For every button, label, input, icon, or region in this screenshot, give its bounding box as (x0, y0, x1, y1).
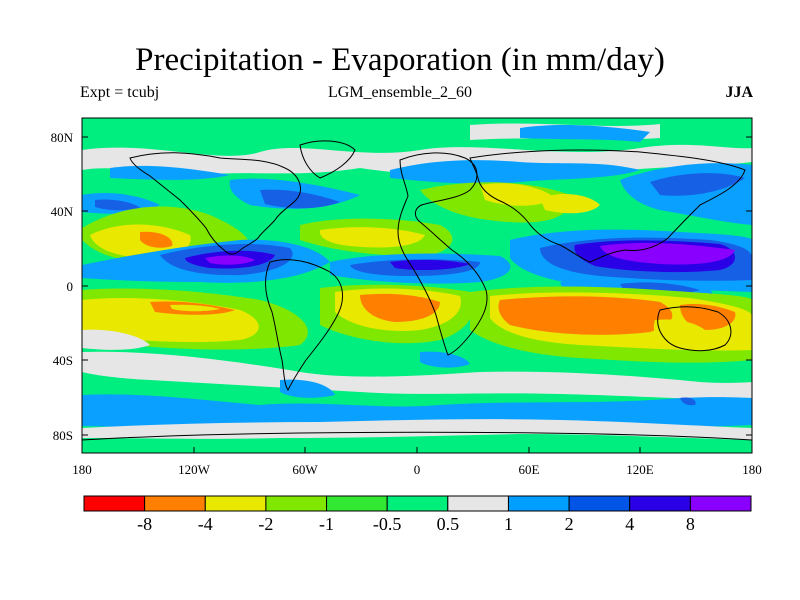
south-pacific-inner-yellow (170, 304, 220, 312)
colorbar-label: 8 (686, 514, 695, 534)
australia-outline (657, 306, 732, 352)
colorbar-swatch (83, 495, 146, 512)
arctic-blue-patch (520, 125, 650, 142)
west-pacific-darkblue (95, 199, 140, 211)
colorbar-label: -1 (319, 514, 334, 534)
colorbar-swatch (144, 495, 206, 512)
x-tick-120w: 120W (178, 462, 211, 477)
y-axis-labels: 80N 40N 0 40S 80S (51, 130, 74, 443)
plot-title: Precipitation - Evaporation (in mm/day) (135, 42, 665, 78)
colorbar-swatch (568, 495, 631, 512)
season-label: JJA (725, 84, 753, 101)
southern-ocean-grey-band (82, 351, 752, 400)
colorbar-swatch (386, 495, 449, 512)
colorbar-swatch (447, 495, 509, 512)
colorbar-swatch (629, 495, 691, 512)
colorbar-label: -4 (198, 514, 213, 534)
colorbar-swatch (326, 495, 388, 512)
x-tick-0: 0 (414, 462, 421, 477)
southern-ocean-blue-patch-2 (420, 351, 470, 368)
arctic-blue-band (390, 160, 640, 184)
colorbar: -8 -4 -2 -1 -0.5 0.5 1 2 4 8 (83, 495, 752, 534)
x-tick-180-left: 180 (72, 462, 92, 477)
north-america-outline (129, 152, 301, 255)
southern-ocean-grey-patch (82, 329, 150, 350)
indian-ocean-orange (498, 296, 673, 335)
central-asia-yellow (540, 194, 600, 214)
east-pacific-yellow (90, 224, 191, 258)
x-tick-60e: 60E (519, 462, 540, 477)
colorbar-label: 2 (565, 514, 574, 534)
y-tick-80n: 80N (51, 130, 74, 145)
colorbar-label: 0.5 (437, 514, 460, 534)
y-tick-40s: 40S (53, 353, 73, 368)
x-tick-120e: 120E (626, 462, 654, 477)
continent-outlines (82, 140, 752, 441)
southern-ocean-blue-band (82, 394, 752, 429)
south-america-outline (265, 259, 343, 391)
experiment-label: Expt = tcubj (80, 84, 160, 101)
east-pacific-itcz-core (205, 255, 255, 265)
y-tick-0: 0 (67, 279, 74, 294)
x-tick-60w: 60W (292, 462, 318, 477)
atlantic-subtropic-yellow (319, 227, 425, 248)
y-tick-40n: 40N (51, 204, 74, 219)
australia-orange (680, 303, 736, 330)
colorbar-swatch (265, 495, 328, 512)
colorbar-label: -2 (258, 514, 273, 534)
atlantic-itcz-purple (390, 259, 470, 271)
colorbar-label: -8 (137, 514, 152, 534)
greenland-outline (299, 140, 356, 179)
southern-ocean-darkblue (680, 397, 696, 406)
y-tick-80s: 80S (53, 428, 73, 443)
west-pacific-core-purple (600, 243, 735, 265)
colorbar-swatch (689, 495, 752, 512)
y-axis-ticks (82, 136, 752, 436)
asia-outline (469, 149, 746, 263)
antarctic-grey-band (82, 419, 752, 440)
colorbar-swatch (204, 495, 267, 512)
east-pacific-orange (140, 231, 173, 248)
colorbar-label: -0.5 (373, 514, 402, 534)
south-atlantic-orange (360, 293, 440, 322)
europe-africa-outline (397, 152, 488, 356)
x-tick-180-right: 180 (742, 462, 762, 477)
australia-yellow (653, 319, 705, 350)
north-atlantic-darkblue (260, 189, 340, 209)
antarctica-outline (82, 431, 752, 441)
colorbar-label: 4 (625, 514, 634, 534)
x-axis-ticks (81, 447, 753, 453)
x-axis-labels: 180 120W 60W 0 60E 120E 180 (72, 462, 762, 477)
north-pacific-darkblue (650, 173, 745, 196)
colorbar-label: 1 (504, 514, 513, 534)
southern-ocean-blue-patch-1 (280, 379, 335, 398)
contour-field (82, 118, 752, 453)
colorbar-swatch (507, 495, 570, 512)
ensemble-label: LGM_ensemble_2_60 (328, 84, 472, 101)
